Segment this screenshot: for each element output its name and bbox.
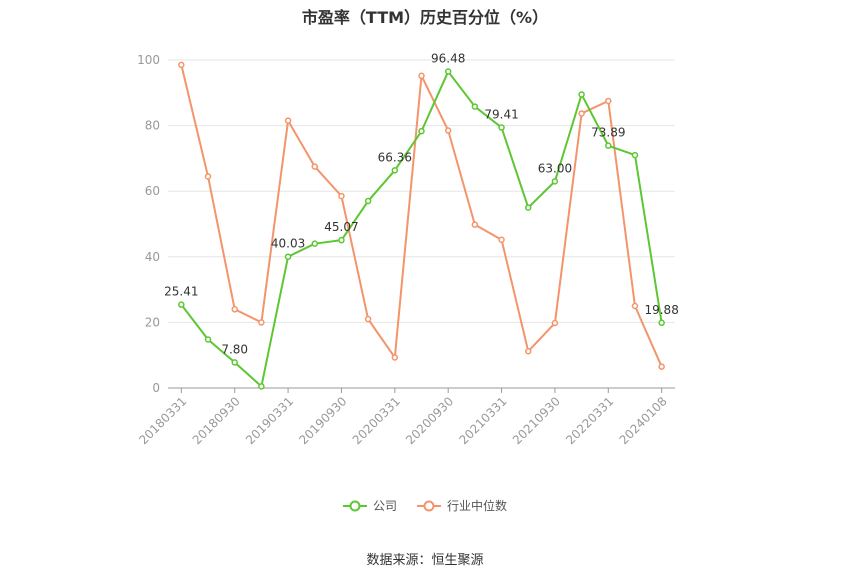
chart-title: 市盈率（TTM）历史百分位（%）	[301, 8, 549, 27]
data-point	[204, 173, 212, 180]
source-note: 数据来源：恒生聚源	[366, 553, 484, 568]
x-tick-label: 20200930	[403, 394, 456, 447]
x-tick-label: 20210331	[457, 394, 510, 447]
data-point	[258, 319, 265, 326]
legend-marker-company	[342, 500, 367, 511]
data-point	[471, 221, 479, 228]
data-point	[178, 301, 185, 308]
data-label: 66.36	[378, 150, 412, 164]
data-point	[578, 110, 585, 117]
data-label: 40.03	[271, 237, 305, 251]
data-point	[471, 103, 479, 110]
data-point	[418, 127, 425, 135]
data-label: 45.07	[324, 220, 358, 234]
data-point	[524, 348, 532, 355]
legend-label-company: 公司	[372, 499, 397, 513]
y-tick-label: 20	[145, 315, 160, 329]
legend: 公司 行业中位数	[0, 497, 850, 514]
data-point	[631, 302, 639, 310]
data-point	[204, 336, 212, 343]
x-tick-label: 20210930	[510, 394, 563, 447]
data-point	[605, 97, 612, 105]
data-point	[658, 319, 665, 327]
y-tick-label: 0	[152, 381, 160, 395]
x-tick-label: 20240108	[617, 394, 670, 447]
y-tick-label: 40	[145, 250, 160, 264]
legend-item-industry[interactable]: 行业中位数	[417, 497, 507, 514]
data-point	[391, 167, 399, 174]
y-tick-label: 60	[145, 184, 160, 198]
data-point	[364, 197, 372, 205]
data-point	[258, 383, 265, 390]
data-point	[658, 363, 665, 370]
data-point	[551, 178, 559, 185]
data-point	[551, 319, 559, 327]
x-tick-label: 20220331	[563, 394, 616, 447]
data-point	[444, 68, 452, 75]
legend-item-company[interactable]: 公司	[342, 497, 397, 514]
data-point	[578, 91, 585, 98]
data-point	[605, 142, 612, 149]
data-point	[311, 240, 319, 247]
data-point	[498, 124, 505, 131]
data-point	[231, 306, 238, 313]
x-tick-label: 20180930	[190, 394, 243, 447]
x-tick-label: 20180331	[136, 394, 189, 447]
data-point	[231, 359, 238, 366]
data-point	[284, 253, 292, 260]
data-point	[631, 151, 639, 159]
data-point	[498, 236, 505, 243]
data-label: 19.88	[644, 303, 678, 317]
data-point	[284, 117, 292, 124]
data-label: 7.80	[221, 342, 248, 356]
y-tick-label: 100	[137, 53, 160, 67]
data-label: 96.48	[431, 52, 465, 66]
data-point	[178, 61, 185, 69]
y-tick-label: 80	[145, 119, 160, 133]
data-point	[418, 72, 425, 79]
data-point	[338, 236, 345, 244]
data-label: 63.00	[538, 161, 572, 175]
data-point	[311, 163, 319, 170]
x-tick-label: 20190331	[243, 394, 296, 447]
legend-label-industry: 行业中位数	[447, 499, 508, 513]
data-point	[524, 204, 532, 211]
data-point	[391, 354, 399, 361]
series-line	[180, 70, 663, 388]
data-label: 73.89	[591, 126, 625, 140]
x-tick-label: 20190930	[296, 394, 349, 447]
data-point	[364, 315, 372, 323]
legend-marker-industry	[417, 500, 441, 511]
x-tick-label: 20200331	[350, 394, 403, 447]
data-label: 25.41	[164, 285, 198, 299]
data-point	[338, 192, 345, 200]
data-point	[444, 127, 452, 134]
data-label: 79.41	[484, 108, 518, 122]
